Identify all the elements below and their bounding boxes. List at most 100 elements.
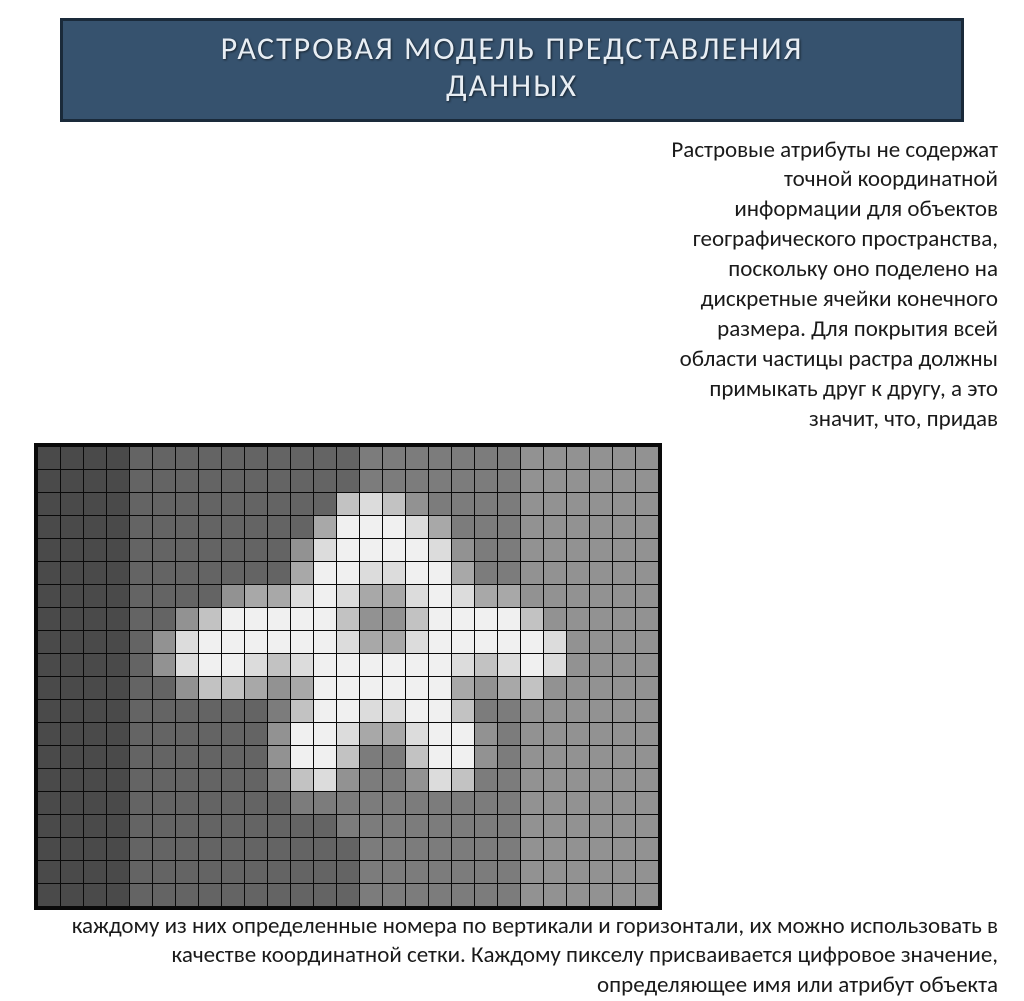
- raster-cell: [245, 446, 268, 469]
- raster-cell: [268, 860, 291, 883]
- raster-cell: [498, 722, 521, 745]
- raster-cell: [590, 515, 613, 538]
- raster-cell: [84, 538, 107, 561]
- raster-cell: [153, 791, 176, 814]
- raster-cell: [337, 653, 360, 676]
- raster-cell: [337, 745, 360, 768]
- raster-cell: [130, 814, 153, 837]
- raster-cell: [544, 584, 567, 607]
- raster-cell: [636, 515, 659, 538]
- raster-cell: [406, 791, 429, 814]
- raster-cell: [360, 607, 383, 630]
- raster-cell: [245, 699, 268, 722]
- raster-cell: [613, 584, 636, 607]
- raster-cell: [176, 446, 199, 469]
- raster-cell: [383, 722, 406, 745]
- raster-cell: [268, 492, 291, 515]
- raster-cell: [636, 722, 659, 745]
- raster-cell: [268, 469, 291, 492]
- raster-cell: [521, 814, 544, 837]
- raster-cell: [406, 814, 429, 837]
- raster-cell: [475, 515, 498, 538]
- raster-cell: [245, 722, 268, 745]
- raster-cell: [383, 814, 406, 837]
- raster-cell: [567, 653, 590, 676]
- raster-cell: [222, 515, 245, 538]
- raster-cell: [590, 653, 613, 676]
- raster-cell: [613, 630, 636, 653]
- raster-cell: [84, 814, 107, 837]
- raster-cell: [337, 446, 360, 469]
- raster-cell: [613, 653, 636, 676]
- raster-cell: [107, 538, 130, 561]
- raster-cell: [544, 469, 567, 492]
- raster-cell: [475, 814, 498, 837]
- raster-cell: [567, 837, 590, 860]
- raster-cell: [429, 722, 452, 745]
- raster-cell: [475, 722, 498, 745]
- raster-cell: [498, 745, 521, 768]
- raster-cell: [452, 791, 475, 814]
- raster-cell: [406, 446, 429, 469]
- raster-cell: [130, 883, 153, 906]
- raster-cell: [245, 837, 268, 860]
- raster-cell: [153, 676, 176, 699]
- raster-cell: [153, 492, 176, 515]
- raster-cell: [613, 492, 636, 515]
- raster-cell: [383, 607, 406, 630]
- raster-cell: [429, 883, 452, 906]
- raster-cell: [222, 745, 245, 768]
- raster-cell: [199, 860, 222, 883]
- raster-cell: [107, 653, 130, 676]
- raster-cell: [475, 676, 498, 699]
- raster-cell: [337, 768, 360, 791]
- raster-cell: [452, 446, 475, 469]
- raster-cell: [245, 607, 268, 630]
- raster-cell: [429, 469, 452, 492]
- raster-cell: [222, 492, 245, 515]
- raster-cell: [245, 768, 268, 791]
- raster-cell: [544, 676, 567, 699]
- raster-cell: [498, 883, 521, 906]
- raster-cell: [199, 722, 222, 745]
- raster-cell: [567, 676, 590, 699]
- raster-cell: [337, 722, 360, 745]
- raster-cell: [498, 814, 521, 837]
- raster-cell: [107, 699, 130, 722]
- raster-cell: [107, 722, 130, 745]
- raster-cell: [360, 492, 383, 515]
- raster-cell: [590, 538, 613, 561]
- raster-cell: [153, 653, 176, 676]
- raster-cell: [406, 607, 429, 630]
- raster-cell: [61, 515, 84, 538]
- raster-cell: [613, 883, 636, 906]
- raster-cell: [130, 722, 153, 745]
- raster-cell: [314, 791, 337, 814]
- raster-cell: [429, 515, 452, 538]
- raster-cell: [61, 699, 84, 722]
- raster-cell: [153, 768, 176, 791]
- raster-cell: [337, 860, 360, 883]
- raster-cell: [590, 699, 613, 722]
- raster-cell: [176, 814, 199, 837]
- raster-cell: [268, 538, 291, 561]
- raster-cell: [130, 676, 153, 699]
- raster-cell: [360, 561, 383, 584]
- raster-cell: [544, 699, 567, 722]
- raster-cell: [153, 561, 176, 584]
- raster-cell: [452, 745, 475, 768]
- raster-cell: [130, 515, 153, 538]
- raster-cell: [153, 814, 176, 837]
- raster-cell: [199, 561, 222, 584]
- raster-cell: [406, 699, 429, 722]
- raster-cell: [475, 860, 498, 883]
- raster-cell: [521, 630, 544, 653]
- raster-cell: [636, 538, 659, 561]
- raster-cell: [429, 837, 452, 860]
- raster-cell: [567, 630, 590, 653]
- raster-cell: [406, 768, 429, 791]
- raster-cell: [521, 469, 544, 492]
- raster-cell: [84, 676, 107, 699]
- raster-cell: [199, 653, 222, 676]
- raster-cell: [613, 676, 636, 699]
